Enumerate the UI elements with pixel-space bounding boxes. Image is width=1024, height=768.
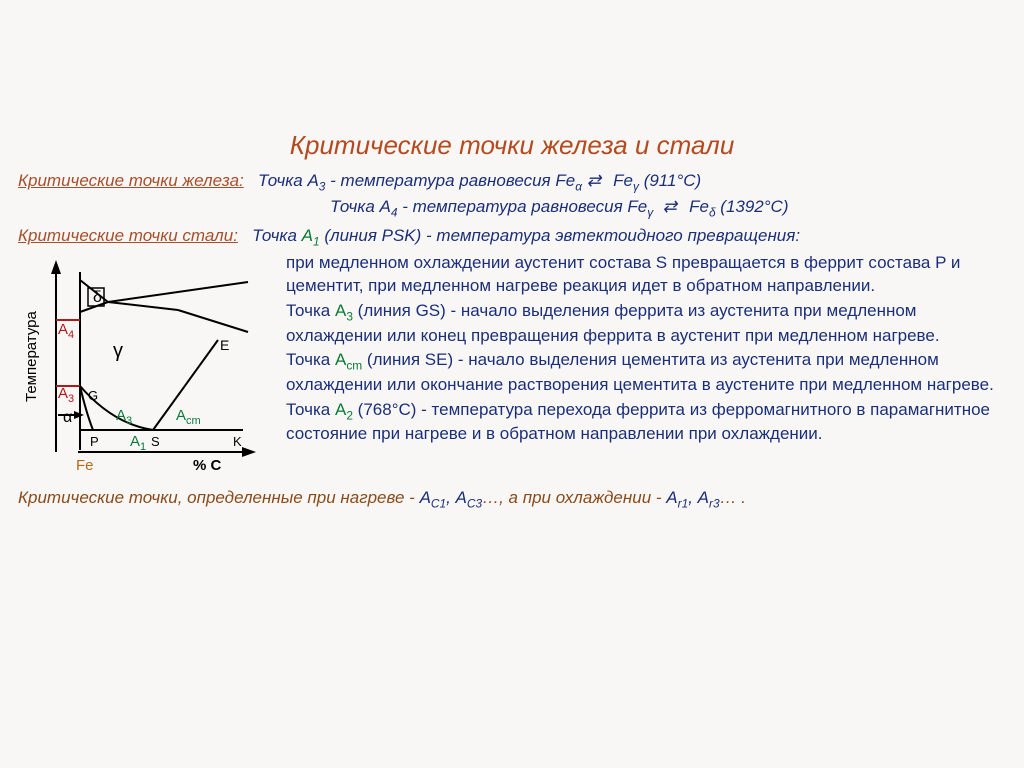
svg-text:Acm: Acm <box>176 407 201 427</box>
svg-text:γ: γ <box>113 340 123 362</box>
svg-text:δ: δ <box>93 289 102 306</box>
svg-text:A3: A3 <box>116 407 132 427</box>
description-text: при медленном охлаждении аустенит состав… <box>278 252 1006 448</box>
iron-row-2: Точка А4 - температура равновесия Feγ ⇄ … <box>330 197 1006 219</box>
svg-text:A1: A1 <box>130 433 146 453</box>
steel-heading: Критические точки стали: <box>18 226 238 245</box>
svg-text:E: E <box>220 337 229 353</box>
svg-text:α: α <box>63 409 72 426</box>
svg-text:S: S <box>151 434 160 449</box>
svg-text:A3: A3 <box>58 385 74 405</box>
para-2: Точка А3 (линия GS) - начало выделения ф… <box>286 300 1006 347</box>
para-1: при медленном охлаждении аустенит состав… <box>286 252 1006 298</box>
steel-row: Критические точки стали: Точка А1 (линия… <box>18 226 1006 248</box>
svg-text:G: G <box>88 388 98 403</box>
slide-content: Критические точки железа и стали Критиче… <box>0 0 1024 511</box>
footer-line: Критические точки, определенные при нагр… <box>18 488 1006 510</box>
iron-heading: Критические точки железа: <box>18 171 244 190</box>
a3-def: Точка А3 - температура равновесия Feα ⇄ … <box>258 171 701 190</box>
para-4: Точка А2 (768°C) - температура перехода … <box>286 399 1006 446</box>
phase-diagram: Температура % C Fe δ γ α A4 A3 A3 Acm A1… <box>18 252 278 482</box>
diagram-svg: Температура % C Fe δ γ α A4 A3 A3 Acm A1… <box>18 252 268 482</box>
svg-text:Fe: Fe <box>76 457 94 474</box>
a4-def: Точка А4 - температура равновесия Feγ ⇄ … <box>330 197 789 216</box>
para-3: Точка Аcm (линия SE) - начало выделения … <box>286 349 1006 396</box>
svg-text:K: K <box>233 434 242 449</box>
iron-row-1: Критические точки железа: Точка А3 - тем… <box>18 171 1006 193</box>
svg-text:P: P <box>90 434 99 449</box>
svg-text:Температура: Температура <box>23 311 40 403</box>
page-title: Критические точки железа и стали <box>18 130 1006 161</box>
svg-text:A4: A4 <box>58 321 74 341</box>
svg-text:% C: % C <box>193 457 222 474</box>
content-row: Температура % C Fe δ γ α A4 A3 A3 Acm A1… <box>18 252 1006 482</box>
